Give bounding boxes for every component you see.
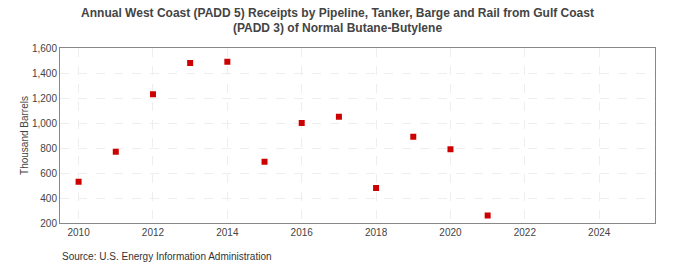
svg-text:400: 400 (40, 193, 57, 204)
svg-text:1,000: 1,000 (32, 118, 57, 129)
svg-text:2010: 2010 (67, 227, 90, 238)
svg-text:2024: 2024 (588, 227, 611, 238)
svg-text:600: 600 (40, 168, 57, 179)
svg-text:Thousand Barrels: Thousand Barrels (19, 96, 30, 175)
svg-text:800: 800 (40, 143, 57, 154)
svg-text:1,200: 1,200 (32, 93, 57, 104)
svg-text:1,600: 1,600 (32, 43, 57, 54)
svg-text:2018: 2018 (365, 227, 388, 238)
svg-text:Annual West Coast (PADD 5) Rec: Annual West Coast (PADD 5) Receipts by P… (81, 6, 594, 36)
svg-text:200: 200 (40, 218, 57, 229)
svg-text:2016: 2016 (291, 227, 314, 238)
svg-text:Source: U.S. Energy Informatio: Source: U.S. Energy Information Administ… (62, 251, 272, 262)
svg-text:2020: 2020 (439, 227, 462, 238)
svg-text:2014: 2014 (216, 227, 239, 238)
svg-text:2022: 2022 (514, 227, 537, 238)
svg-text:2012: 2012 (142, 227, 165, 238)
svg-text:1,400: 1,400 (32, 68, 57, 79)
